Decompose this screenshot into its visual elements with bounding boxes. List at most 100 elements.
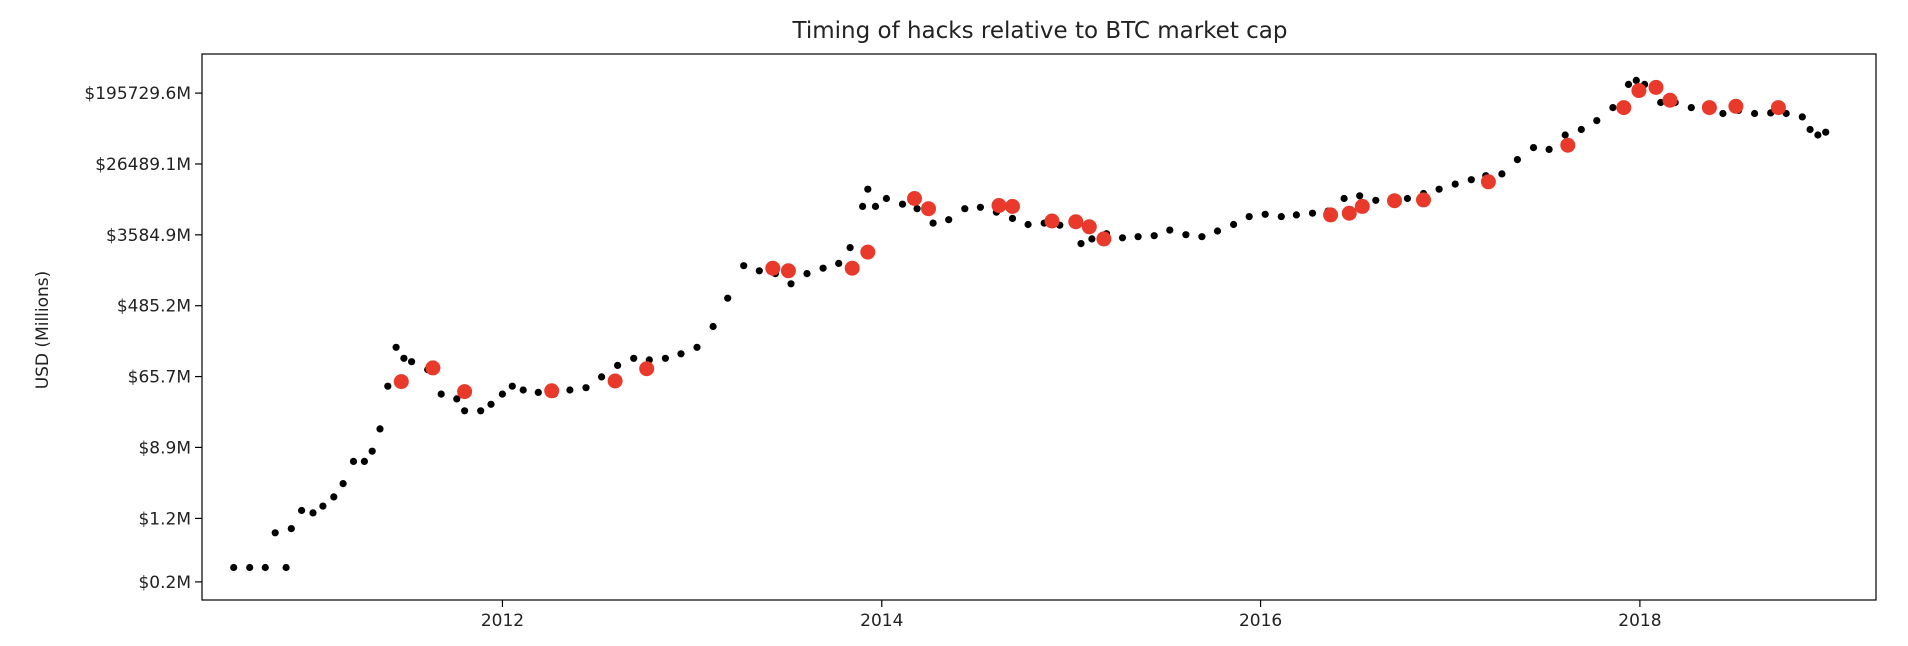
market-cap-point bbox=[498, 390, 506, 398]
market-cap-point bbox=[392, 343, 400, 351]
hack-point bbox=[1068, 214, 1084, 230]
market-cap-point bbox=[508, 382, 516, 390]
market-cap-point bbox=[961, 205, 969, 213]
market-cap-point bbox=[461, 407, 469, 415]
market-cap-point bbox=[1451, 180, 1459, 188]
hack-point bbox=[1631, 83, 1647, 99]
market-cap-point bbox=[437, 390, 445, 398]
hack-point bbox=[1701, 100, 1717, 116]
hack-point bbox=[457, 384, 473, 400]
market-cap-point bbox=[803, 270, 811, 278]
market-cap-point bbox=[913, 205, 921, 213]
hacks-series bbox=[393, 79, 1786, 400]
hack-point bbox=[780, 263, 796, 279]
market-cap-point bbox=[1545, 145, 1553, 153]
market-cap-point bbox=[661, 354, 670, 362]
market-cap-point bbox=[319, 502, 327, 510]
market-cap-point bbox=[230, 563, 238, 572]
y-tick-label: $26489.1M bbox=[95, 155, 191, 175]
hack-point bbox=[907, 191, 922, 206]
market-cap-point bbox=[384, 382, 392, 390]
market-cap-point bbox=[740, 262, 748, 270]
hack-point bbox=[1081, 219, 1097, 235]
market-cap-point bbox=[282, 563, 290, 572]
market-cap-point bbox=[349, 457, 358, 465]
market-cap-point bbox=[945, 216, 953, 224]
market-cap-point bbox=[677, 350, 685, 358]
x-tick-label: 2012 bbox=[481, 611, 524, 631]
market-cap-point bbox=[1467, 176, 1475, 184]
market-cap-point bbox=[1529, 144, 1538, 152]
market-cap-point bbox=[582, 384, 590, 392]
market-cap-point bbox=[1277, 213, 1285, 221]
market-cap-point bbox=[630, 354, 638, 362]
market-cap-point bbox=[724, 294, 732, 302]
hack-point bbox=[1770, 100, 1786, 116]
market-cap-point bbox=[1261, 210, 1269, 218]
hack-point bbox=[1616, 100, 1632, 116]
market-cap-point bbox=[360, 457, 368, 465]
hack-point bbox=[1354, 198, 1370, 214]
market-cap-point bbox=[1008, 214, 1017, 222]
market-cap-point bbox=[1624, 80, 1633, 88]
market-cap-point bbox=[1182, 231, 1190, 239]
market-cap-point bbox=[614, 361, 622, 369]
market-cap-point bbox=[846, 244, 854, 252]
y-tick-label: $65.7M bbox=[128, 368, 191, 388]
market-cap-point bbox=[1118, 234, 1127, 242]
market-cap-point bbox=[1513, 156, 1521, 164]
market-cap-point bbox=[882, 194, 891, 203]
market-cap-point bbox=[898, 200, 907, 208]
market-cap-point bbox=[534, 388, 542, 396]
market-cap-point bbox=[271, 529, 279, 537]
hack-point bbox=[991, 198, 1007, 213]
market-cap-point bbox=[1719, 109, 1727, 118]
market-cap-point bbox=[487, 400, 495, 408]
market-cap-point bbox=[1213, 227, 1222, 235]
market-cap-point bbox=[309, 509, 317, 517]
market-cap-point bbox=[819, 264, 827, 272]
market-cap-point bbox=[1198, 233, 1206, 241]
market-cap-point bbox=[1134, 233, 1142, 241]
market-cap-point bbox=[755, 267, 763, 275]
market-cap-point bbox=[400, 354, 408, 362]
market-cap-point bbox=[408, 358, 416, 366]
market-cap-point bbox=[519, 386, 527, 394]
market-cap-point bbox=[709, 322, 717, 331]
market-cap-series bbox=[230, 76, 1830, 572]
market-cap-point bbox=[477, 407, 485, 415]
market-cap-point bbox=[1166, 226, 1174, 234]
x-tick-label: 2014 bbox=[860, 611, 903, 631]
hack-point bbox=[921, 201, 936, 217]
x-tick-label: 2016 bbox=[1239, 611, 1282, 631]
market-cap-point bbox=[1077, 240, 1085, 248]
market-cap-point bbox=[1230, 220, 1238, 229]
hack-point bbox=[1662, 92, 1678, 108]
hack-point bbox=[1044, 213, 1060, 229]
market-cap-point bbox=[1561, 131, 1569, 139]
y-tick-label: $485.2M bbox=[117, 297, 191, 317]
x-tick-label: 2018 bbox=[1618, 611, 1661, 631]
hack-point bbox=[844, 260, 860, 276]
x-axis-ticks: 2012 2014 2016 2018 bbox=[481, 600, 1662, 631]
plot-area-frame bbox=[201, 53, 1877, 601]
hack-point bbox=[1648, 79, 1664, 95]
hack-point bbox=[1323, 207, 1339, 223]
hack-point bbox=[393, 374, 409, 390]
market-cap-point bbox=[929, 219, 937, 227]
market-cap-point bbox=[1403, 194, 1411, 203]
hack-point bbox=[765, 260, 781, 276]
market-cap-point bbox=[1308, 209, 1317, 217]
market-cap-point bbox=[246, 563, 254, 572]
hack-point bbox=[1096, 231, 1112, 247]
y-axis-label: USD (Millions) bbox=[33, 271, 53, 390]
hack-point bbox=[639, 361, 655, 377]
market-cap-point bbox=[1657, 98, 1665, 107]
market-cap-point bbox=[1088, 235, 1096, 243]
market-cap-point bbox=[1632, 76, 1640, 84]
market-cap-point bbox=[1609, 104, 1617, 112]
market-cap-point bbox=[859, 202, 867, 210]
market-cap-point bbox=[1687, 104, 1695, 112]
market-cap-point bbox=[339, 480, 347, 488]
